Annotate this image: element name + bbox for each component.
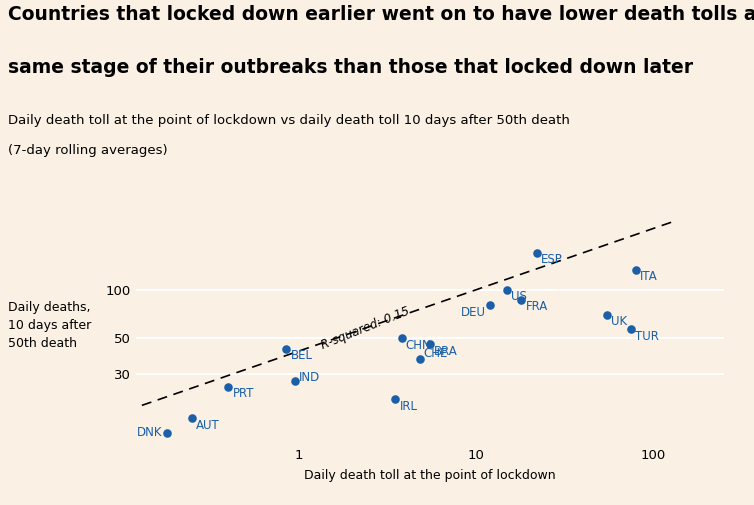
Point [280, 345, 293, 353]
Text: IRL: IRL [400, 399, 418, 413]
Point [161, 429, 173, 437]
X-axis label: Daily death toll at the point of lockdown: Daily death toll at the point of lockdow… [304, 469, 556, 482]
Text: Countries that locked down earlier went on to have lower death tolls at the: Countries that locked down earlier went … [8, 5, 754, 24]
Text: IND: IND [299, 371, 320, 384]
Text: Daily deaths,
10 days after
50th death: Daily deaths, 10 days after 50th death [8, 301, 90, 350]
Text: US: US [511, 290, 527, 303]
Text: ESP: ESP [541, 253, 562, 266]
Text: DEU: DEU [461, 306, 486, 319]
Point [424, 340, 436, 348]
Text: R-squared: 0.15: R-squared: 0.15 [319, 305, 412, 352]
Point [389, 395, 401, 403]
Text: Daily death toll at the point of lockdown vs daily death toll 10 days after 50th: Daily death toll at the point of lockdow… [8, 114, 569, 127]
Text: PRT: PRT [232, 387, 254, 400]
Point [501, 286, 513, 294]
Point [625, 325, 637, 333]
Text: UK: UK [611, 315, 627, 328]
Point [222, 383, 234, 391]
Point [601, 311, 613, 319]
Text: CHN: CHN [406, 339, 431, 352]
Text: (7-day rolling averages): (7-day rolling averages) [8, 144, 167, 157]
Point [630, 266, 642, 274]
Point [531, 248, 543, 257]
Point [289, 377, 301, 385]
Point [414, 356, 426, 364]
Text: TUR: TUR [636, 330, 659, 342]
Text: FRA: FRA [526, 300, 547, 313]
Text: same stage of their outbreaks than those that locked down later: same stage of their outbreaks than those… [8, 58, 693, 77]
Point [186, 414, 198, 422]
Text: ITA: ITA [640, 270, 658, 283]
Text: CHE: CHE [424, 347, 448, 361]
Text: AUT: AUT [196, 419, 220, 432]
Text: BRA: BRA [434, 344, 458, 358]
Point [515, 295, 527, 304]
Text: DNK: DNK [137, 426, 163, 439]
Point [396, 334, 408, 342]
Point [484, 301, 496, 310]
Text: BEL: BEL [290, 349, 313, 362]
